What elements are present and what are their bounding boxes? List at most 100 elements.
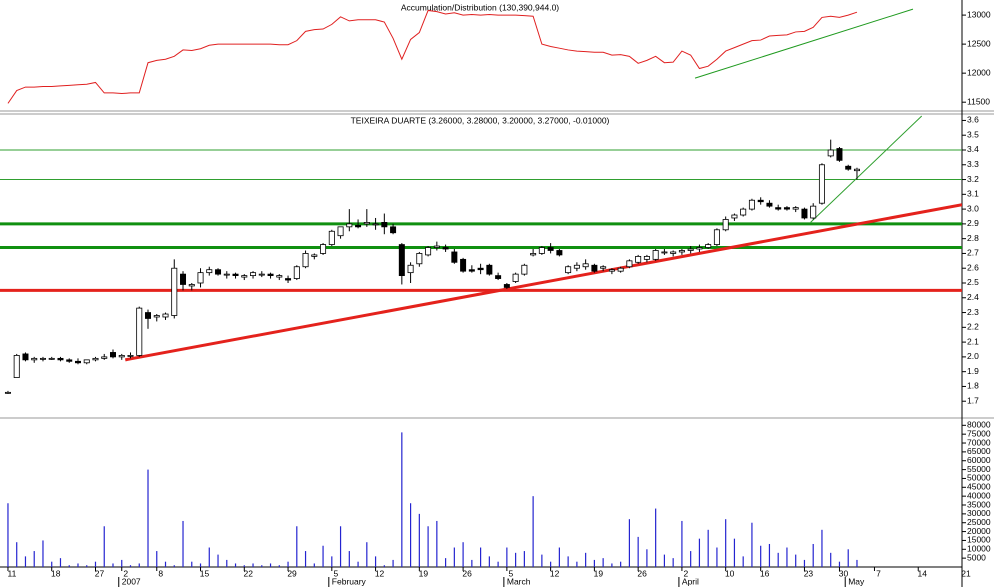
candle-body bbox=[460, 258, 467, 272]
candle-body bbox=[547, 247, 554, 251]
candle-body bbox=[346, 223, 353, 228]
candle-body bbox=[661, 251, 668, 254]
candle-body bbox=[241, 275, 248, 278]
candle-body bbox=[486, 264, 493, 275]
y-tick-label: 2.4 bbox=[967, 292, 979, 302]
y-tick-label: 40000 bbox=[967, 490, 991, 500]
candle-body bbox=[355, 224, 362, 228]
candle-body bbox=[801, 208, 808, 219]
y-tick-label: 25000 bbox=[967, 517, 991, 527]
trendline bbox=[810, 115, 923, 223]
y-tick-label: 65000 bbox=[967, 446, 991, 456]
candle-body bbox=[215, 269, 222, 275]
x-tick-label: 27 bbox=[95, 568, 105, 578]
candle-body bbox=[118, 355, 125, 358]
candle-body bbox=[381, 222, 388, 228]
candle-body bbox=[390, 226, 397, 234]
candle-body bbox=[442, 247, 449, 250]
candle-body bbox=[162, 313, 169, 318]
candle-body bbox=[705, 244, 712, 248]
candle-body bbox=[31, 357, 38, 361]
trendline bbox=[694, 8, 914, 79]
x-tick-label: 18 bbox=[51, 568, 61, 578]
candle-body bbox=[713, 229, 720, 245]
x-tick-label: 16 bbox=[760, 568, 770, 578]
candle-body bbox=[153, 315, 160, 318]
candle-body bbox=[433, 245, 440, 248]
y-tick-label: 3.5 bbox=[967, 129, 979, 139]
y-tick-label: 2.8 bbox=[967, 233, 979, 243]
candle-body bbox=[451, 251, 458, 263]
candle-body bbox=[258, 273, 265, 276]
indicator-title: Accumulation/Distribution (130,390,944.0… bbox=[401, 2, 559, 12]
candle-body bbox=[573, 264, 580, 269]
x-tick-label: 19 bbox=[419, 568, 429, 578]
y-tick-label: 5000 bbox=[967, 552, 986, 562]
candle-body bbox=[608, 269, 615, 272]
x-tick-label: 12 bbox=[375, 568, 385, 578]
y-tick-label: 70000 bbox=[967, 437, 991, 447]
candle-body bbox=[302, 253, 309, 268]
y-tick-label: 13000 bbox=[967, 9, 991, 19]
candle-body bbox=[101, 356, 108, 359]
y-tick-label: 60000 bbox=[967, 455, 991, 465]
month-label: April bbox=[682, 576, 699, 586]
candle-body bbox=[766, 202, 773, 207]
candle-body bbox=[276, 275, 283, 278]
y-tick-label: 3.2 bbox=[967, 174, 979, 184]
y-tick-label: 2.1 bbox=[967, 336, 979, 346]
candle-body bbox=[74, 360, 81, 364]
candle-body bbox=[521, 264, 528, 275]
y-tick-label: 20000 bbox=[967, 526, 991, 536]
candle-body bbox=[398, 244, 405, 277]
panel bbox=[7, 8, 914, 104]
x-tick-label: 19 bbox=[594, 568, 604, 578]
month-label: February bbox=[332, 576, 367, 586]
y-tick-label: 12500 bbox=[967, 38, 991, 48]
x-tick-label: 22 bbox=[244, 568, 254, 578]
y-tick-label: 2.3 bbox=[967, 307, 979, 317]
candle-body bbox=[565, 266, 572, 274]
y-tick-label: 2.7 bbox=[967, 248, 979, 258]
y-tick-label: 3.0 bbox=[967, 203, 979, 213]
candle-body bbox=[311, 254, 318, 257]
candle-body bbox=[731, 214, 738, 219]
candle-body bbox=[4, 391, 11, 394]
candle-body bbox=[83, 359, 90, 364]
candle-body bbox=[722, 219, 729, 231]
panel bbox=[7, 432, 858, 567]
candle-body bbox=[171, 267, 178, 316]
month-label: May bbox=[848, 576, 865, 586]
candle-body bbox=[48, 357, 55, 360]
y-tick-label: 2.9 bbox=[967, 218, 979, 228]
candle-body bbox=[775, 207, 782, 210]
candle-body bbox=[232, 273, 239, 277]
candle-body bbox=[372, 223, 379, 226]
candle-body bbox=[626, 260, 633, 268]
candle-body bbox=[600, 266, 607, 269]
candle-body bbox=[337, 226, 344, 237]
candle-body bbox=[425, 247, 432, 256]
x-tick-label: 14 bbox=[918, 568, 928, 578]
y-tick-label: 35000 bbox=[967, 499, 991, 509]
candle-body bbox=[57, 357, 64, 361]
y-tick-label: 1.8 bbox=[967, 381, 979, 391]
candle-body bbox=[530, 253, 537, 256]
y-tick-label: 1.9 bbox=[967, 366, 979, 376]
candle-body bbox=[197, 272, 204, 284]
y-tick-label: 2.0 bbox=[967, 351, 979, 361]
y-tick-label: 3.6 bbox=[967, 115, 979, 125]
candle-body bbox=[293, 266, 300, 279]
x-tick-label: 26 bbox=[462, 568, 472, 578]
x-tick-label: 11 bbox=[8, 568, 17, 578]
candle-body bbox=[652, 250, 659, 260]
candle-body bbox=[617, 267, 624, 272]
x-tick-label: 2 bbox=[684, 568, 689, 578]
candle-body bbox=[127, 355, 134, 357]
candle-body bbox=[591, 264, 598, 272]
candle-body bbox=[22, 353, 29, 361]
x-tick-label: 5 bbox=[508, 568, 513, 578]
y-tick-label: 12000 bbox=[967, 67, 991, 77]
y-tick-label: 15000 bbox=[967, 535, 991, 545]
